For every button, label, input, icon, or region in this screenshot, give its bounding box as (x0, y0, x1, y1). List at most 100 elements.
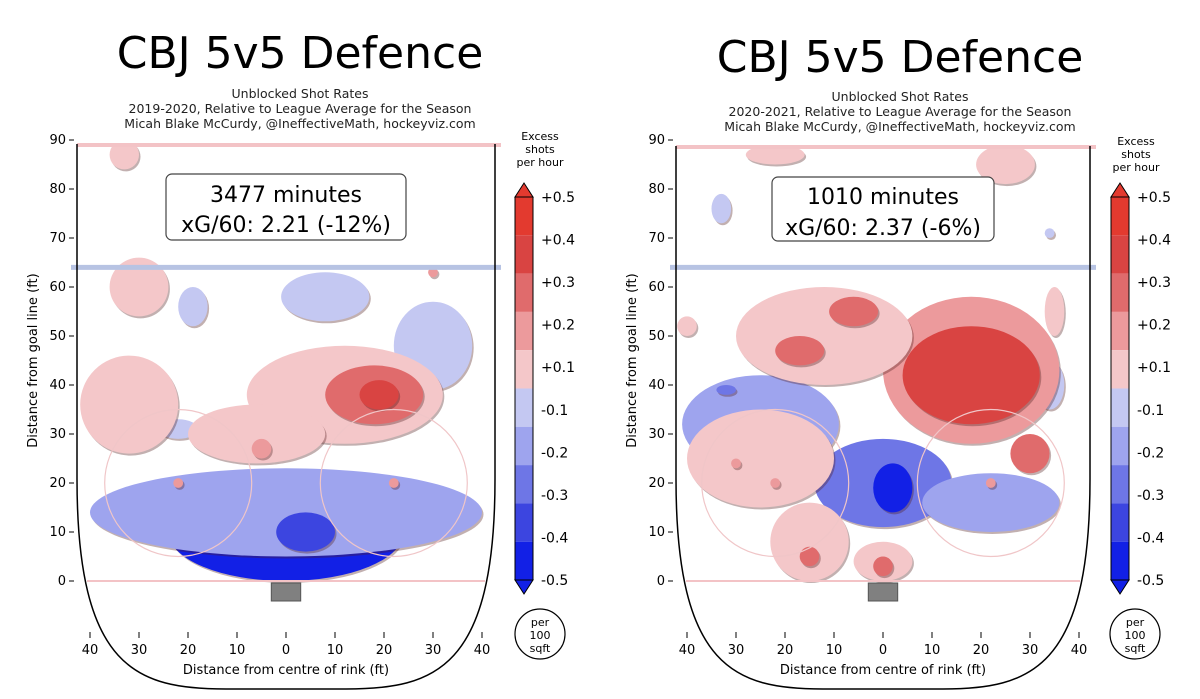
y-tick-label: 40 (648, 378, 665, 393)
y-tick-label: 80 (648, 182, 665, 197)
y-tick-label: 10 (49, 525, 66, 540)
contour-region (188, 404, 326, 464)
y-tick-label: 50 (648, 329, 665, 344)
y-tick-label: 0 (58, 574, 66, 589)
y-tick-label: 70 (49, 231, 66, 246)
x-tick-label: 10 (924, 643, 941, 658)
unit-circle-label: sqft (530, 642, 551, 655)
colorbar-segment (515, 197, 533, 236)
y-tick-label: 0 (657, 574, 665, 589)
colorbar-tick-label: +0.3 (541, 275, 575, 291)
info-box (165, 173, 407, 241)
colorbar-tick-label: -0.1 (1137, 403, 1164, 419)
contour-region (178, 287, 208, 327)
colorbar-tick-label: +0.4 (1137, 233, 1171, 249)
y-tick-label: 60 (648, 280, 665, 295)
x-tick-label: 0 (879, 643, 887, 658)
contour-region (976, 146, 1035, 185)
x-tick-label: 30 (1022, 643, 1039, 658)
colorbar-extend-top (514, 182, 534, 198)
colorbar-tick-label: -0.5 (1137, 573, 1164, 589)
unit-circle (514, 608, 566, 660)
colorbar-tick-label: +0.5 (1137, 190, 1171, 206)
info-box-minutes: 1010 minutes (807, 185, 959, 210)
contour-region (922, 473, 1060, 532)
contour-region (775, 336, 825, 366)
colorbar-tick-label: +0.5 (541, 190, 575, 206)
contour-region (281, 272, 370, 322)
colorbar-tick-label: -0.4 (1137, 530, 1164, 546)
colorbar-tick-label: -0.5 (541, 573, 568, 589)
contour-region (902, 326, 1040, 425)
chart-subtitle-2: 2019-2020, Relative to League Average fo… (128, 101, 472, 116)
y-tick-label: 50 (49, 329, 66, 344)
chart-subtitle-3: Micah Blake McCurdy, @IneffectiveMath, h… (724, 119, 1076, 134)
y-tick-label: 40 (49, 378, 66, 393)
goal-net (867, 582, 899, 602)
x-axis-label: Distance from centre of rink (ft) (780, 663, 986, 678)
contour-region (173, 478, 184, 488)
contour-region (1044, 287, 1065, 336)
info-box-xg: xG/60: 2.37 (-6%) (785, 216, 981, 241)
colorbar-segment (515, 426, 533, 466)
info-box-xg: xG/60: 2.21 (-12%) (181, 213, 391, 238)
chart-subtitle-1: Unblocked Shot Rates (231, 86, 369, 101)
colorbar-segment (515, 350, 533, 389)
colorbar-extend-bottom (514, 579, 534, 595)
faceoff-circle (701, 408, 850, 558)
contour-region (90, 468, 482, 557)
contour-region (731, 458, 741, 469)
x-axis-label: Distance from centre of rink (ft) (183, 663, 389, 678)
colorbar-segment (1111, 197, 1129, 236)
contour-region (873, 556, 893, 577)
unit-circle-label: per (1126, 616, 1145, 629)
colorbar-title: per hour (517, 156, 564, 169)
faceoff-circle (319, 408, 468, 558)
colorbar-tick-label: +0.3 (1137, 275, 1171, 291)
info-box (771, 176, 995, 242)
contour-region (388, 478, 399, 488)
colorbar-segment (1111, 541, 1129, 580)
heatmap-layer (677, 146, 1066, 584)
colorbar-tick-label: -0.1 (541, 403, 568, 419)
colorbar-tick-label: +0.1 (1137, 360, 1171, 376)
colorbar-segment (1111, 273, 1129, 312)
y-tick-label: 60 (49, 280, 66, 295)
rink-heatmap: 3477 minutes xG/60: 2.21 (-12%) 0 10 20 30 40 5… (26, 130, 575, 690)
x-tick-label: 0 (282, 643, 290, 658)
contour-region (873, 463, 913, 513)
colorbar-title: Excess (1117, 135, 1155, 148)
y-tick-label: 10 (648, 525, 665, 540)
x-tick-label: 10 (826, 643, 843, 658)
colorbar-segment (515, 503, 533, 542)
y-tick-label: 90 (49, 133, 66, 148)
contour-region (1044, 228, 1055, 239)
chart-title: CBJ 5v5 Defence (716, 32, 1084, 83)
chart-panel-2020-2021: CBJ 5v5 Defence Unblocked Shot Rates 202… (600, 0, 1200, 699)
colorbar-segment (1111, 388, 1129, 427)
contour-region (677, 316, 697, 337)
unit-circle-label: per (531, 616, 550, 629)
x-tick-label: 40 (679, 643, 696, 658)
contour-region (276, 512, 335, 552)
x-tick-label: 20 (973, 643, 990, 658)
goal-net (270, 582, 302, 602)
colorbar-segment (1111, 235, 1129, 274)
chart-title: CBJ 5v5 Defence (116, 28, 484, 79)
y-axis-label: Distance from goal line (ft) (26, 273, 41, 447)
x-tick-label: 40 (474, 643, 491, 658)
colorbar-segment (1111, 311, 1129, 351)
chart-subtitle-2: 2020-2021, Relative to League Average fo… (728, 104, 1072, 119)
x-tick-label: 30 (425, 643, 442, 658)
colorbar-segment (515, 311, 533, 351)
x-tick-label: 30 (728, 643, 745, 658)
y-tick-label: 30 (648, 427, 665, 442)
x-tick-label: 10 (229, 643, 246, 658)
x-tick-label: 20 (180, 643, 197, 658)
chart-subtitle-3: Micah Blake McCurdy, @IneffectiveMath, h… (124, 116, 476, 131)
heatmap-layer (80, 144, 484, 583)
contour-region (716, 385, 736, 395)
x-tick-label: 20 (777, 643, 794, 658)
rink-boards (76, 144, 496, 690)
colorbar-segment (1111, 503, 1129, 542)
